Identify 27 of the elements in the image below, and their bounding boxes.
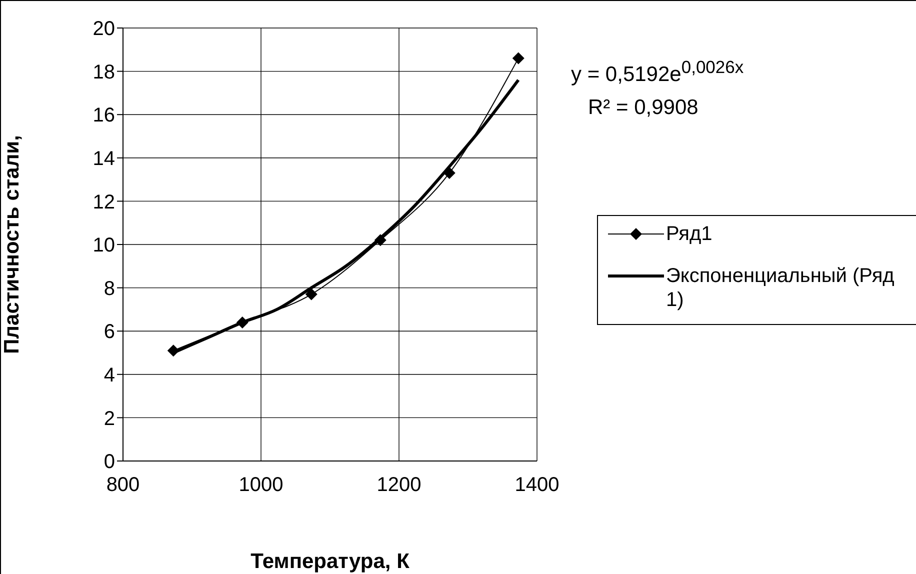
x-tick-label: 800 bbox=[106, 474, 140, 496]
point bbox=[305, 288, 318, 300]
point bbox=[443, 167, 456, 180]
point bbox=[512, 52, 524, 64]
y-tick-label: 6 bbox=[104, 321, 115, 344]
y-tick-label: 0 bbox=[104, 451, 115, 474]
y-tick-label: 12 bbox=[92, 191, 115, 214]
y-axis-title: Пластичность стали, bbox=[0, 135, 24, 354]
y-tick-label: 14 bbox=[92, 148, 115, 170]
legend-label: Ряд1 bbox=[666, 222, 714, 246]
y-tick-label: 10 bbox=[92, 234, 115, 257]
legend-label: Экспоненциальный (Ряд1) bbox=[666, 264, 896, 312]
point bbox=[167, 344, 180, 357]
text: R² = 0,9908 bbox=[588, 96, 698, 120]
y-tick-label: 20 bbox=[92, 18, 115, 40]
point bbox=[236, 316, 248, 328]
y-tick-label: 8 bbox=[104, 278, 115, 300]
y-tick-label: 16 bbox=[92, 104, 115, 127]
y-tick-label: 2 bbox=[104, 408, 115, 430]
text: y = 0,5192e$^{0,0026x}$ bbox=[571, 57, 744, 87]
point bbox=[374, 234, 386, 246]
x-tick-label: 1000 bbox=[238, 474, 284, 496]
x-tick-label: 1200 bbox=[376, 474, 422, 496]
x-axis-title: Температура, К bbox=[250, 550, 410, 573]
x-tick-label: 1400 bbox=[514, 474, 560, 496]
y-tick-label: 18 bbox=[92, 61, 115, 84]
y-tick-label: 4 bbox=[104, 364, 115, 386]
